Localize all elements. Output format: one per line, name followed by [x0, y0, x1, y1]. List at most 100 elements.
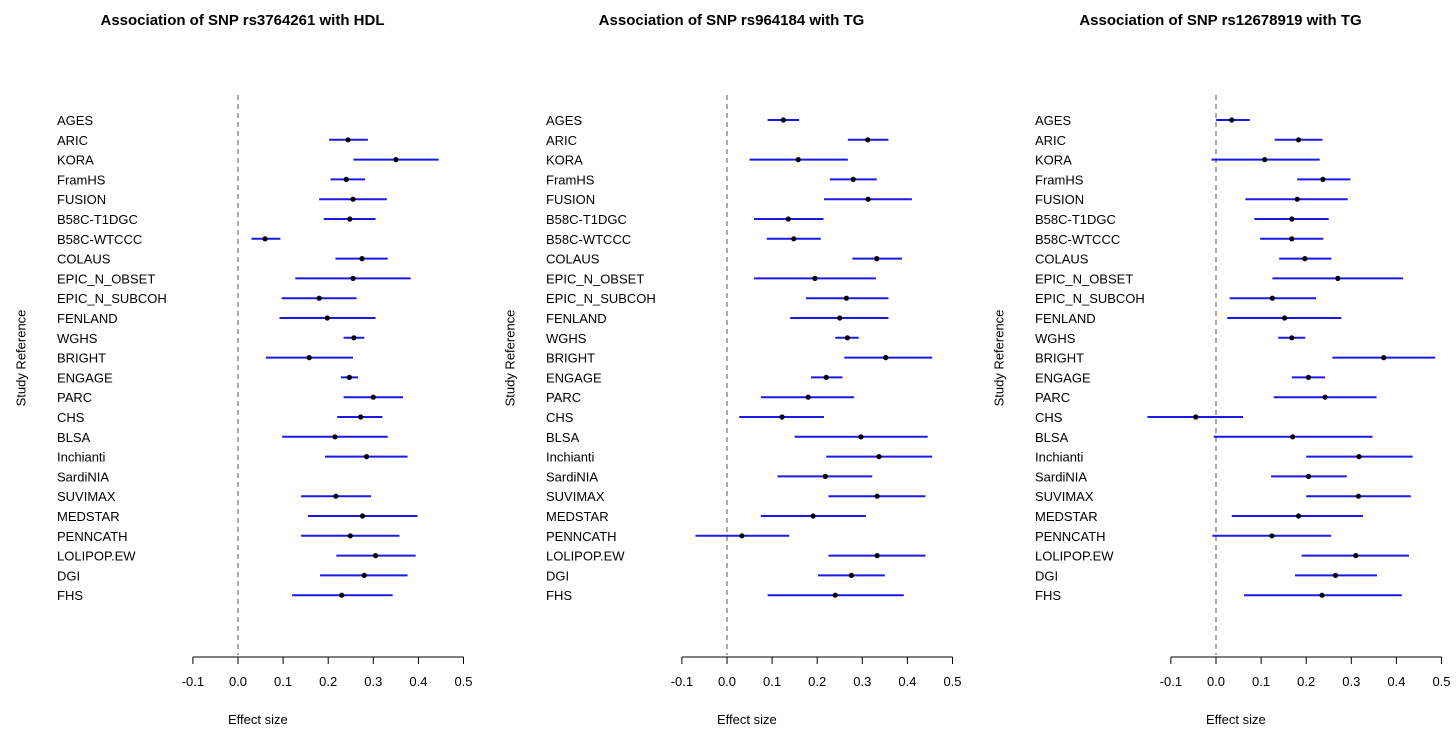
study-label: WGHS: [1035, 331, 1076, 346]
x-tick-label: 0.2: [1297, 674, 1315, 689]
estimate-point: [346, 374, 352, 380]
estimate-point: [1281, 315, 1288, 321]
x-tick-label: 0.5: [1432, 674, 1450, 689]
estimate-point: [343, 176, 349, 182]
estimate-point: [345, 137, 351, 143]
study-label: PENNCATH: [1035, 529, 1106, 544]
y-axis-label: Study Reference: [991, 309, 1007, 407]
study-label: B58C-WTCCC: [546, 232, 631, 247]
x-tick-label: 0.5: [454, 674, 472, 689]
estimate-point: [1229, 117, 1235, 123]
study-label: MEDSTAR: [546, 509, 609, 524]
study-label: SUVIMAX: [546, 489, 605, 504]
x-tick-label: 0.0: [229, 674, 247, 689]
estimate-point: [1269, 295, 1275, 301]
estimate-point: [858, 434, 864, 440]
estimate-point: [865, 137, 871, 143]
estimate-point: [339, 592, 345, 598]
estimate-point: [316, 295, 322, 301]
estimate-point: [1294, 196, 1300, 202]
estimate-point: [359, 513, 366, 519]
estimate-point: [1290, 434, 1296, 440]
study-label: COLAUS: [1035, 252, 1089, 267]
forest-plot-tg-rs964184: Association of SNP rs964184 with TG AGES…: [489, 0, 974, 731]
study-label: EPIC_N_SUBCOH: [546, 291, 656, 306]
study-label: ENGAGE: [57, 370, 113, 385]
forest-plot-hdl: Association of SNP rs3764261 with HDL AG…: [0, 0, 485, 731]
study-label: PARC: [57, 390, 92, 405]
estimate-point: [351, 335, 357, 341]
study-label: KORA: [1035, 153, 1072, 168]
estimate-point: [832, 592, 838, 598]
plot-area: AGES ARIC KORA FramHS FUSION B58C-T1DGC B58C-W…: [1035, 95, 1451, 689]
x-tick-label: 0.0: [1207, 674, 1225, 689]
x-tick-label: 0.1: [763, 674, 781, 689]
estimate-point: [347, 216, 353, 222]
study-label: FramHS: [546, 172, 595, 187]
estimate-point: [1332, 572, 1339, 579]
study-label: Inchianti: [1035, 450, 1084, 465]
study-label: FUSION: [57, 192, 106, 207]
estimate-point: [1305, 473, 1312, 479]
study-label: FramHS: [1035, 172, 1084, 187]
estimate-point: [358, 414, 364, 420]
estimate-point: [324, 315, 330, 321]
study-label: FHS: [57, 588, 83, 603]
estimate-point: [795, 157, 801, 163]
x-tick-label: 0.3: [853, 674, 871, 689]
study-label: AGES: [546, 113, 582, 128]
study-label: BRIGHT: [546, 351, 595, 366]
study-label: CHS: [546, 410, 574, 425]
study-label: SardiNIA: [546, 469, 598, 484]
estimate-point: [1295, 513, 1302, 519]
study-label: ENGAGE: [546, 370, 602, 385]
estimate-point: [874, 553, 880, 559]
study-label: FHS: [1035, 588, 1061, 603]
x-tick-label: -0.1: [1160, 674, 1182, 689]
estimate-point: [1295, 137, 1302, 143]
estimate-point: [874, 493, 880, 499]
study-label: CHS: [1035, 410, 1063, 425]
study-label: PENNCATH: [546, 529, 617, 544]
estimate-point: [865, 196, 871, 202]
study-label: KORA: [57, 153, 94, 168]
study-label: B58C-T1DGC: [57, 212, 138, 227]
x-tick-label: 0.4: [409, 674, 427, 689]
estimate-point: [791, 236, 797, 242]
estimate-point: [805, 394, 811, 400]
study-label: LOLIPOP.EW: [57, 549, 136, 564]
estimate-point: [874, 256, 880, 262]
study-label: SUVIMAX: [57, 489, 116, 504]
study-label: BRIGHT: [1035, 351, 1084, 366]
x-tick-label: 0.1: [274, 674, 292, 689]
x-tick-label: 0.1: [1252, 674, 1270, 689]
x-axis-label: Effect size: [1206, 712, 1266, 727]
x-tick-label: 0.5: [943, 674, 961, 689]
study-label: FENLAND: [1035, 311, 1096, 326]
estimate-point: [363, 454, 370, 460]
plot-area: AGES ARIC KORA FramHS FUSION B58C-T1DGC B58C-W…: [546, 95, 962, 689]
study-label: DGI: [546, 568, 569, 583]
estimate-point: [810, 513, 816, 519]
estimate-point: [372, 553, 379, 559]
x-tick-label: 0.2: [319, 674, 337, 689]
estimate-point: [785, 216, 791, 222]
x-tick-label: 0.4: [898, 674, 916, 689]
study-label: SUVIMAX: [1035, 489, 1094, 504]
estimate-point: [1289, 216, 1295, 222]
study-label: B58C-T1DGC: [546, 212, 627, 227]
study-label: FUSION: [546, 192, 595, 207]
study-label: BLSA: [546, 430, 580, 445]
estimate-point: [347, 533, 353, 539]
estimate-point: [1269, 533, 1275, 539]
study-label: Inchianti: [57, 450, 106, 465]
study-label: FENLAND: [57, 311, 118, 326]
study-label: BRIGHT: [57, 351, 106, 366]
study-label: ARIC: [1035, 133, 1066, 148]
x-axis-label: Effect size: [228, 712, 288, 727]
study-label: PARC: [1035, 390, 1070, 405]
study-label: KORA: [546, 153, 583, 168]
estimate-point: [359, 256, 365, 262]
study-label: MEDSTAR: [57, 509, 120, 524]
estimate-point: [361, 572, 367, 579]
